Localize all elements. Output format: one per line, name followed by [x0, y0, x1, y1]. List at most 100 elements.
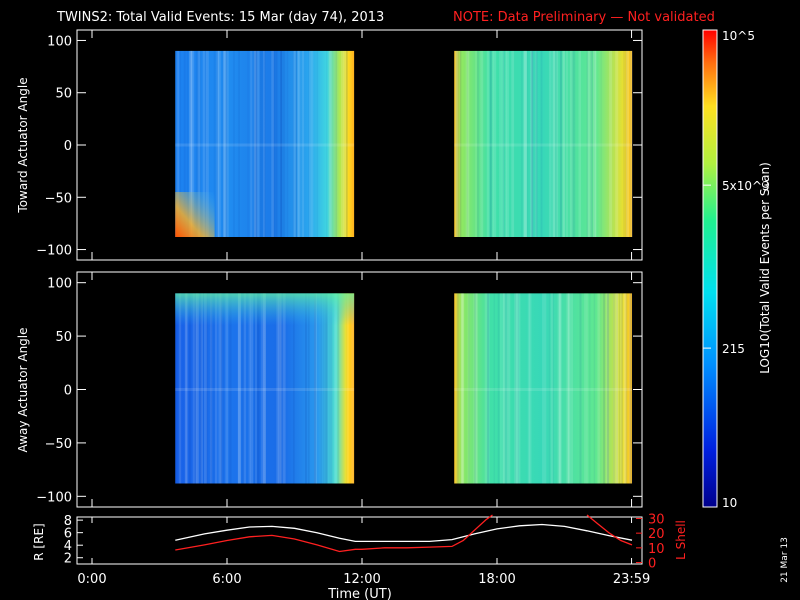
- heatmap-streak: [473, 293, 476, 484]
- heatmap-streak: [521, 50, 523, 238]
- heatmap-streak: [531, 50, 533, 238]
- y-tick-label: −100: [36, 490, 72, 505]
- x-tick-label: 18:00: [478, 572, 515, 587]
- heatmap-streak: [223, 50, 226, 238]
- left-tick-label: 6: [64, 527, 72, 542]
- heatmap-streak: [186, 50, 189, 238]
- heatmap-streak: [569, 50, 573, 238]
- left-tick-label: 4: [64, 539, 72, 554]
- heatmap-streak: [616, 293, 618, 484]
- away-heatmap: [175, 293, 634, 484]
- heatmap-streak: [593, 50, 595, 238]
- heatmap-streak: [191, 50, 195, 238]
- right-tick-label: 0: [648, 557, 656, 572]
- colorbar-tick-label: 5x10^3: [722, 179, 770, 193]
- heatmap-streak: [524, 50, 527, 238]
- heatmap-streak: [511, 50, 515, 238]
- heatmap-streak: [586, 50, 589, 238]
- heatmap-streak: [213, 293, 215, 484]
- heatmap-streak: [279, 293, 282, 484]
- heatmap-streak: [460, 293, 464, 484]
- heatmap-streak: [593, 293, 596, 484]
- heatmap-streak: [195, 50, 198, 238]
- heatmap-streak: [559, 293, 562, 484]
- heatmap-streak: [237, 293, 241, 484]
- heatmap-streak: [579, 293, 582, 484]
- heatmap-streak: [343, 50, 347, 238]
- heatmap-streak: [238, 50, 240, 238]
- y-tick-label: −100: [36, 244, 72, 259]
- heatmap-streak: [256, 50, 260, 238]
- heatmap-streak: [259, 50, 261, 238]
- heatmap-streak: [242, 293, 244, 484]
- heatmap-streak: [308, 293, 310, 484]
- heatmap-streak: [238, 293, 241, 484]
- heatmap-streak: [301, 50, 305, 238]
- heatmap-streak: [475, 293, 478, 484]
- data-block: [454, 293, 632, 484]
- series-line: [175, 514, 493, 553]
- heatmap-streak: [286, 50, 289, 238]
- away-ylabel: Away Actuator Angle: [16, 327, 30, 452]
- heatmap-streak: [597, 293, 600, 484]
- heatmap-streak: [305, 293, 308, 484]
- heatmap-streak: [516, 293, 519, 484]
- heatmap-streak: [346, 293, 348, 484]
- heatmap-streak: [341, 50, 344, 238]
- heatmap-streak: [517, 293, 519, 484]
- heatmap-streak: [587, 50, 590, 238]
- heatmap-streak: [466, 50, 468, 238]
- heatmap-streak: [573, 50, 576, 238]
- right-tick-label: 10: [648, 542, 665, 557]
- heatmap-streak: [321, 293, 323, 484]
- heatmap-streak: [497, 293, 500, 484]
- heatmap-streak: [189, 293, 191, 484]
- heatmap-streak: [555, 50, 557, 238]
- heatmap-streak: [600, 50, 602, 238]
- heatmap-streak: [313, 293, 316, 484]
- heatmap-streak: [197, 50, 201, 238]
- heatmap-streak: [222, 293, 225, 484]
- ephemeris-frame: [76, 516, 643, 565]
- heatmap-streak: [514, 293, 517, 484]
- heatmap-streak: [183, 50, 186, 238]
- heatmap-streak: [320, 293, 322, 484]
- heatmap-streak: [515, 293, 518, 484]
- heatmap-streak: [328, 50, 332, 238]
- heatmap-streak: [194, 293, 197, 484]
- colorbar: 10 215 5x10^3 10^5 LOG10(Total Valid Events…: [702, 29, 772, 510]
- heatmap-streak: [503, 293, 506, 484]
- x-tick-label: 0:00: [77, 572, 106, 587]
- heatmap-streak: [504, 293, 507, 484]
- heatmap-streak: [175, 293, 178, 484]
- heatmap-streak: [549, 50, 552, 238]
- heatmap-streak: [329, 293, 331, 484]
- heatmap-streak: [461, 293, 465, 484]
- heatmap-streak: [189, 50, 193, 238]
- heatmap-streak: [456, 293, 459, 484]
- colorbar-label: LOG10(Total Valid Events per Scan): [758, 162, 772, 374]
- colorbar-tick-label: 215: [722, 342, 745, 356]
- heatmap-streak: [248, 293, 251, 484]
- heatmap-streak: [624, 293, 627, 484]
- heatmap-streak: [507, 293, 509, 484]
- heatmap-streak: [552, 293, 554, 484]
- heatmap-streak: [276, 293, 279, 484]
- heatmap-streak: [553, 50, 556, 238]
- heatmap-streak: [591, 50, 593, 238]
- heatmap-streak: [346, 50, 348, 238]
- heatmap-streak: [506, 50, 510, 238]
- heatmap-streak: [197, 293, 199, 484]
- chart-title: TWINS2: Total Valid Events: 15 Mar (day …: [56, 10, 384, 25]
- heatmap-streak: [487, 293, 490, 484]
- heatmap-streak: [491, 50, 495, 238]
- heatmap-streak: [308, 50, 310, 238]
- heatmap-streak: [220, 293, 223, 484]
- heatmap-streak: [484, 293, 488, 484]
- heatmap-streak: [587, 50, 591, 238]
- colorbar-gradient: [702, 29, 718, 508]
- heatmap-streak: [255, 293, 257, 484]
- away-panel: 100 50 0 −50 −100 Away Actuator Angle: [16, 271, 643, 508]
- heatmap-streak: [607, 293, 609, 484]
- heatmap-streak: [487, 293, 489, 484]
